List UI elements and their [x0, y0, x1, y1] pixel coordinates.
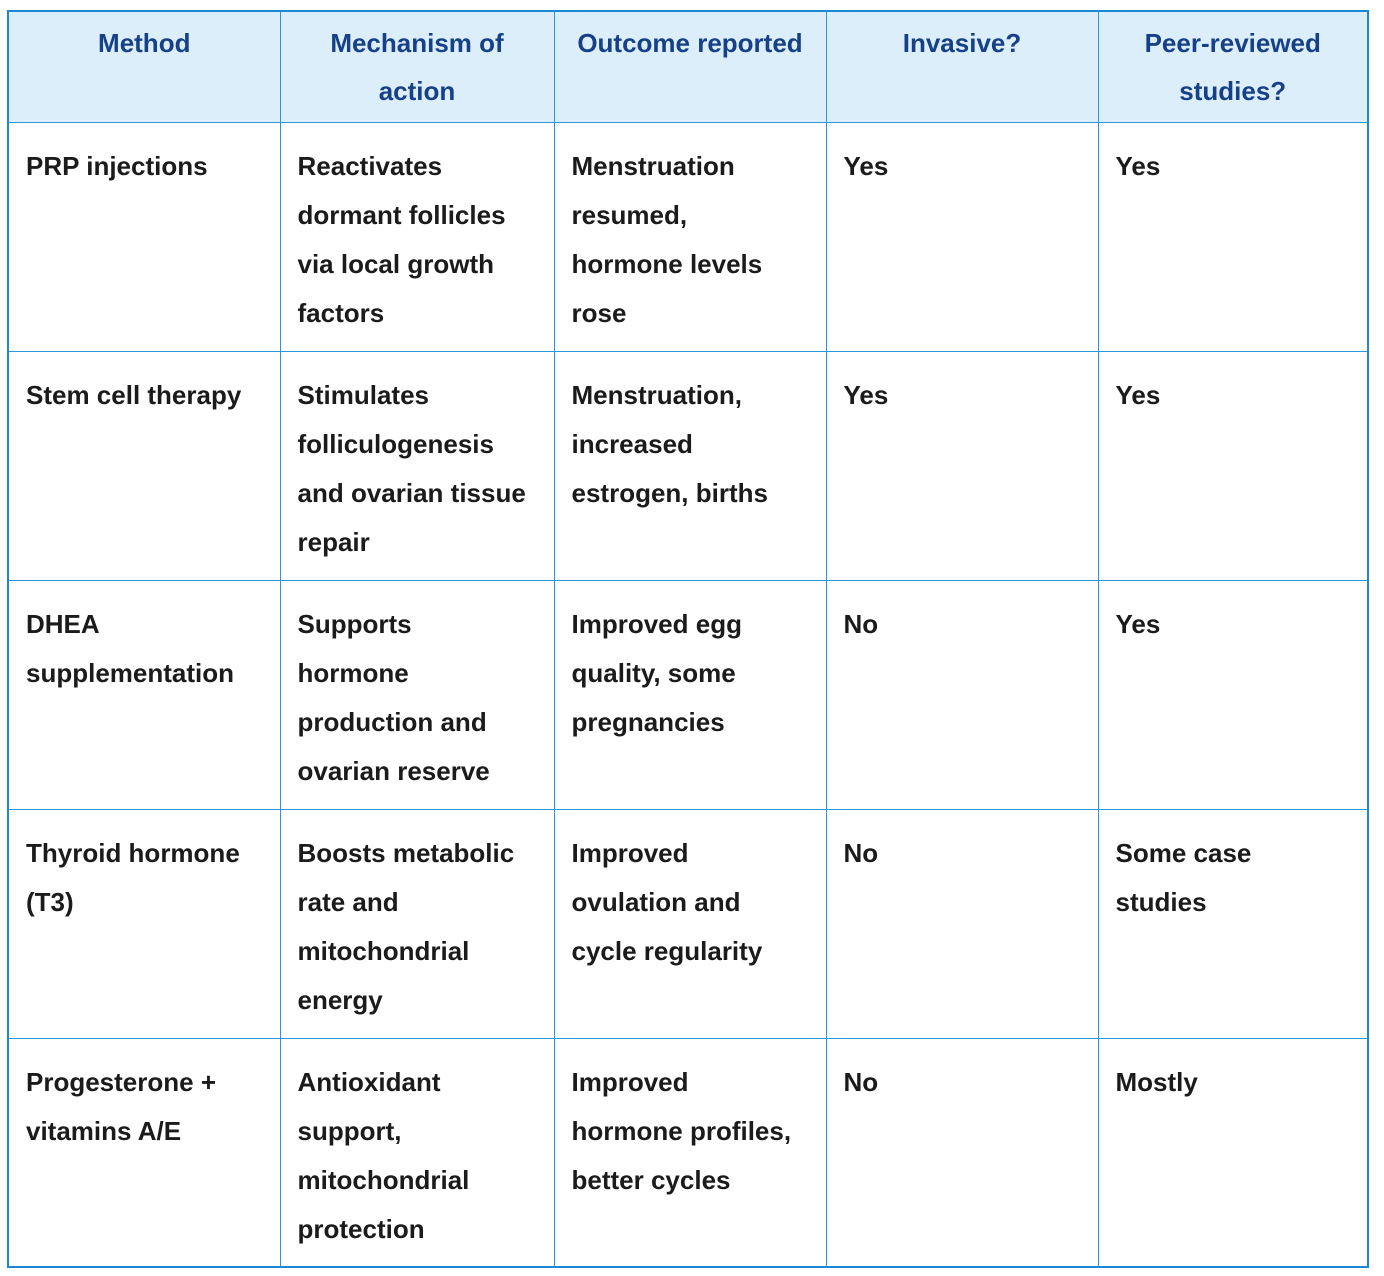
cell-invasive: Yes: [825, 121, 1099, 352]
cell-invasive: Yes: [825, 350, 1099, 581]
cell-method: DHEA supplementation: [7, 579, 281, 810]
comparison-table: Method Mechanism of action Outcome repor…: [7, 10, 1369, 1268]
cell-peer-reviewed: Mostly: [1097, 1037, 1369, 1268]
cell-outcome: Improved hormone profiles, better cycles: [553, 1037, 827, 1268]
table-row-stem-cell-therapy: Stem cell therapy Stimulates folliculoge…: [7, 350, 1369, 581]
cell-outcome: Improved egg quality, some pregnancies: [553, 579, 827, 810]
table-row-thyroid-hormone-t3: Thyroid hormone (T3) Boosts metabolic ra…: [7, 808, 1369, 1039]
cell-method: Stem cell therapy: [7, 350, 281, 581]
cell-mechanism: Supports hormone production and ovarian …: [279, 579, 555, 810]
cell-outcome: Menstruation, increased estrogen, births: [553, 350, 827, 581]
cell-peer-reviewed: Yes: [1097, 121, 1369, 352]
cell-method: Progesterone + vitamins A/E: [7, 1037, 281, 1268]
cell-method: Thyroid hormone (T3): [7, 808, 281, 1039]
table-row-prp-injections: PRP injections Reactivates dormant folli…: [7, 121, 1369, 352]
column-header-method: Method: [7, 10, 281, 123]
cell-peer-reviewed: Some case studies: [1097, 808, 1369, 1039]
header-row: Method Mechanism of action Outcome repor…: [7, 10, 1369, 123]
cell-outcome: Improved ovulation and cycle regularity: [553, 808, 827, 1039]
cell-method: PRP injections: [7, 121, 281, 352]
cell-outcome: Menstruation resumed, hormone levels ros…: [553, 121, 827, 352]
cell-mechanism: Boosts metabolic rate and mitochondrial …: [279, 808, 555, 1039]
column-header-outcome: Outcome reported: [553, 10, 827, 123]
cell-invasive: No: [825, 1037, 1099, 1268]
column-header-mechanism: Mechanism of action: [279, 10, 555, 123]
table-row-progesterone-vitamins: Progesterone + vitamins A/E Antioxidant …: [7, 1037, 1369, 1268]
cell-mechanism: Antioxidant support, mitochondrial prote…: [279, 1037, 555, 1268]
cell-mechanism: Stimulates folliculogenesis and ovarian …: [279, 350, 555, 581]
table-row-dhea-supplementation: DHEA supplementation Supports hormone pr…: [7, 579, 1369, 810]
cell-peer-reviewed: Yes: [1097, 350, 1369, 581]
column-header-peer-reviewed: Peer-reviewed studies?: [1097, 10, 1369, 123]
cell-invasive: No: [825, 579, 1099, 810]
cell-invasive: No: [825, 808, 1099, 1039]
column-header-invasive: Invasive?: [825, 10, 1099, 123]
cell-mechanism: Reactivates dormant follicles via local …: [279, 121, 555, 352]
cell-peer-reviewed: Yes: [1097, 579, 1369, 810]
